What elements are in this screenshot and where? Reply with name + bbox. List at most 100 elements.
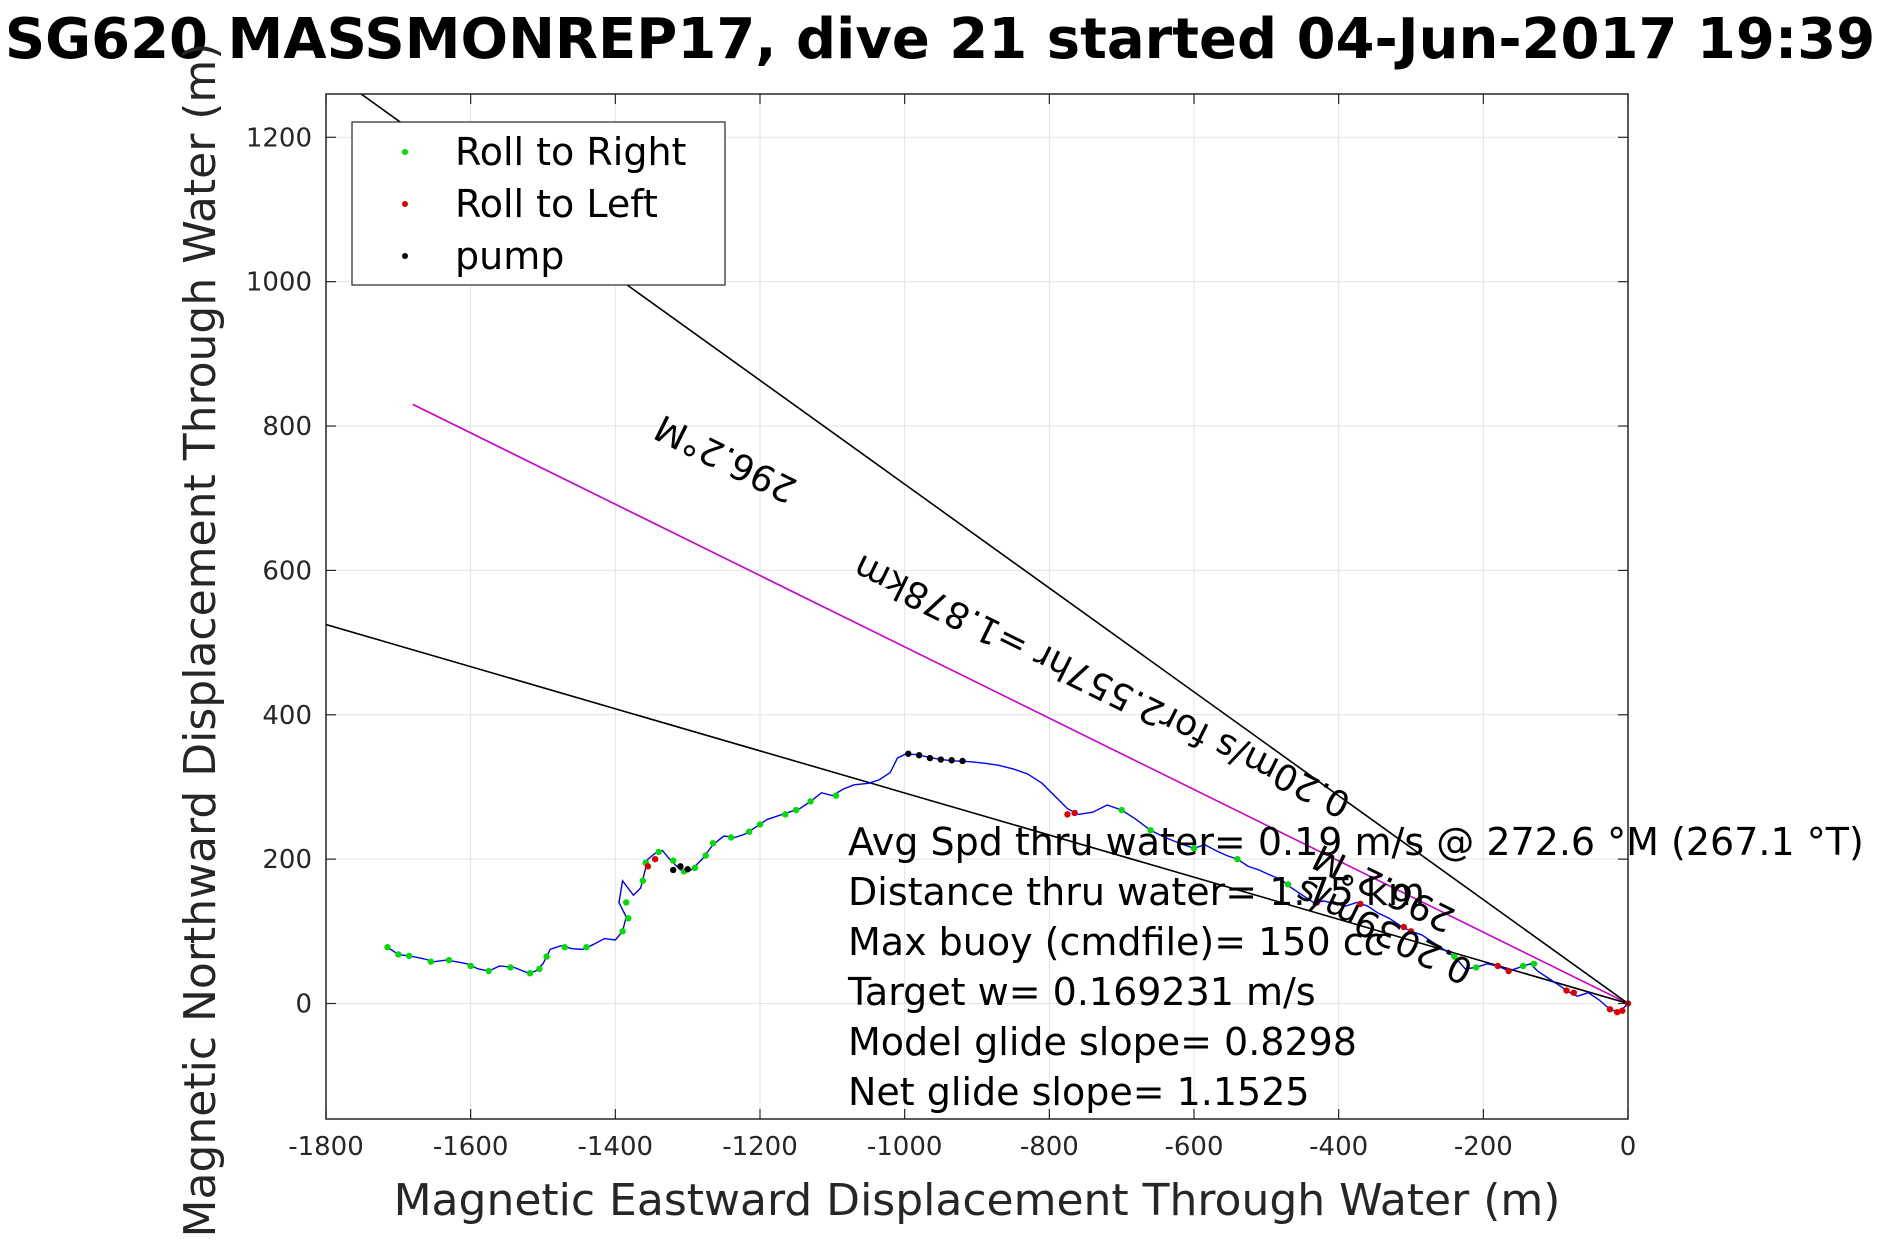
- reference-line: [326, 623, 1628, 1005]
- y-tick-label: 200: [262, 845, 312, 875]
- legend-marker: [402, 201, 408, 207]
- roll-left-point: [1619, 1007, 1626, 1014]
- x-tick-label: -200: [1454, 1132, 1513, 1162]
- roll-right-point: [1190, 845, 1198, 852]
- roll-right-point: [807, 798, 814, 805]
- roll-left-point: [1357, 900, 1364, 908]
- roll-right-point: [832, 792, 840, 799]
- roll-left-point: [1064, 811, 1071, 818]
- roll-right-point: [467, 962, 474, 970]
- roll-right-point: [427, 958, 435, 965]
- annotation-text: Model glide slope= 0.8298: [848, 1020, 1357, 1064]
- x-tick-label: -600: [1164, 1132, 1223, 1162]
- pump-point: [948, 757, 955, 764]
- roll-right-point: [1234, 855, 1241, 863]
- annotation-text: Net glide slope= 1.1525: [848, 1070, 1310, 1114]
- y-tick-label: 1000: [246, 268, 312, 298]
- roll-right-point: [405, 952, 413, 960]
- roll-left-point: [1071, 809, 1078, 817]
- pump-point: [677, 863, 684, 870]
- pump-point: [670, 866, 677, 874]
- annotations: Avg Spd thru water= 0.19 m/s @ 272.6 °M …: [847, 820, 1864, 1114]
- y-tick-label: 0: [295, 990, 312, 1020]
- roll-left-point: [1570, 989, 1577, 996]
- legend-box: [351, 121, 726, 286]
- roll-right-point: [655, 848, 662, 856]
- reference-line: [412, 403, 1628, 1005]
- roll-left-point: [1613, 1008, 1621, 1016]
- y-ticks: 0 200 400 600 800 1000 1200: [246, 123, 1628, 1020]
- roll-left-point: [1563, 987, 1570, 994]
- roll-right-point: [1472, 964, 1480, 971]
- legend-label: Roll to Right: [455, 130, 686, 174]
- legend-marker: [402, 149, 408, 155]
- roll-right-point: [691, 864, 699, 872]
- roll-right-point: [1147, 827, 1154, 834]
- roll-right-point: [625, 915, 632, 922]
- x-tick-label: -1000: [867, 1132, 943, 1162]
- plot-frame: [325, 93, 1629, 1120]
- annotation-text: Target w= 0.169231 m/s: [847, 970, 1316, 1014]
- roll-left-point: [1400, 923, 1407, 931]
- roll-right-point: [702, 852, 709, 859]
- pump-point: [959, 757, 966, 765]
- roll-right-point: [507, 964, 514, 971]
- roll-right-point: [745, 828, 753, 835]
- roll-right-point: [526, 969, 534, 977]
- roll-right-point: [1451, 953, 1458, 960]
- roll-right-point: [1530, 960, 1538, 968]
- y-tick-label: 400: [262, 701, 312, 731]
- roll-right-point: [1284, 881, 1292, 888]
- roll-right-point: [619, 928, 626, 935]
- roll-left-point: [1606, 1006, 1614, 1013]
- roll-right-point: [727, 834, 735, 841]
- x-ticks: -1800 -1600 -1400 -1200 -1000 -800 -600 -400 -20…: [288, 94, 1636, 1162]
- roll-right-point: [561, 944, 568, 951]
- pump-point: [915, 751, 923, 759]
- x-tick-label: 0: [1620, 1132, 1637, 1162]
- roll-right-point: [395, 951, 402, 958]
- annotation-text: Distance thru water= 1.75 km: [848, 870, 1425, 914]
- y-tick-label: 800: [262, 412, 312, 442]
- roll-right-point: [536, 965, 543, 973]
- roll-right-point: [1519, 962, 1527, 970]
- roll-left-point: [644, 863, 652, 870]
- track-line: [387, 753, 1629, 1013]
- roll-left-point: [651, 855, 659, 863]
- roll-left-point: [1494, 962, 1502, 970]
- roll-right-point: [384, 944, 391, 951]
- annotation-text: Max buoy (cmdfile)= 150 cc: [848, 920, 1385, 964]
- roll-left-point: [1313, 899, 1321, 906]
- x-tick-label: -1800: [288, 1132, 364, 1162]
- x-tick-label: -800: [1020, 1132, 1079, 1162]
- roll-right-point: [792, 806, 800, 814]
- roll-right-point: [756, 821, 764, 828]
- legend: Roll to Right Roll to Left pump: [351, 121, 726, 286]
- legend-label: pump: [455, 234, 564, 278]
- roll-right-point: [583, 944, 590, 951]
- roll-right-point: [639, 877, 647, 884]
- y-tick-label: 1200: [246, 123, 312, 153]
- markers: [384, 750, 1632, 1016]
- roll-left-point: [1407, 928, 1415, 935]
- x-tick-label: -400: [1309, 1132, 1368, 1162]
- roll-left-point: [1505, 967, 1512, 975]
- x-axis-label: Magnetic Eastward Displacement Through W…: [394, 1175, 1561, 1226]
- roll-right-point: [445, 956, 453, 964]
- roll-right-point: [485, 967, 492, 975]
- roll-right-point: [543, 953, 550, 960]
- roll-right-point: [670, 857, 677, 864]
- roll-right-point: [709, 840, 717, 847]
- x-tick-label: -1600: [433, 1132, 509, 1162]
- pump-point: [926, 754, 934, 762]
- chart-title: SG620 MASSMONREP17, dive 21 started 04-J…: [5, 7, 1875, 72]
- track: [387, 753, 1629, 1013]
- x-tick-label: -1400: [578, 1132, 654, 1162]
- y-axis-label: Magnetic Northward Displacement Through …: [175, 43, 226, 1238]
- roll-right-point: [622, 899, 630, 906]
- legend-label: Roll to Left: [455, 182, 658, 226]
- pump-point: [905, 750, 912, 757]
- roll-right-point: [1118, 806, 1125, 814]
- pump-point: [684, 866, 691, 873]
